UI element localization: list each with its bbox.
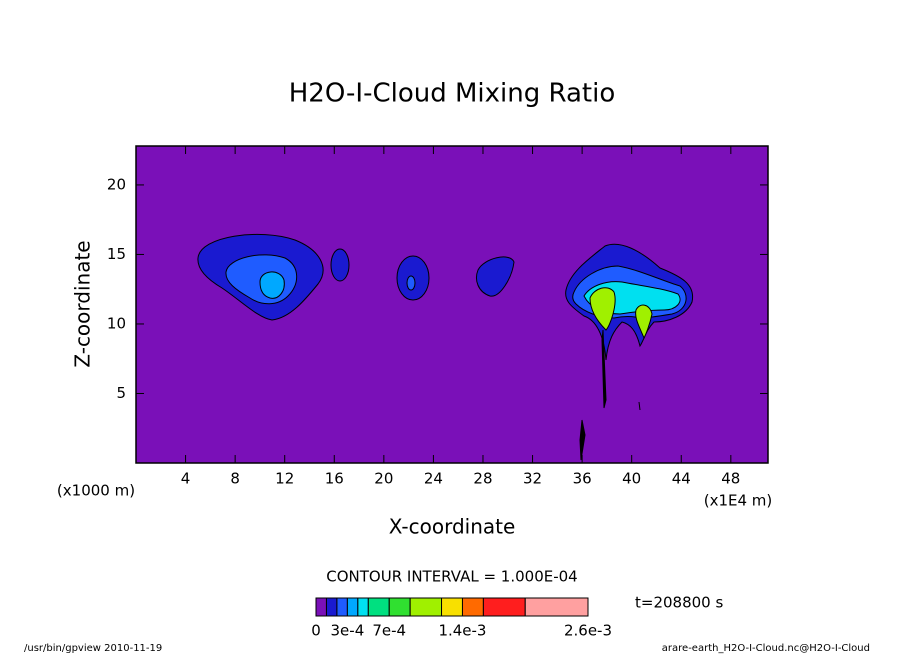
y-axis-label: Z-coordinate	[71, 240, 95, 367]
footer-right: arare-earth_H2O-I-Cloud.nc@H2O-I-Cloud	[662, 643, 870, 654]
contour	[579, 419, 586, 461]
colorbar-label: 0	[311, 622, 321, 640]
y-tick-label: 5	[116, 384, 126, 402]
contour	[635, 304, 653, 340]
x-tick-label: 48	[721, 470, 740, 488]
y-tick-label: 15	[107, 245, 126, 263]
contour	[330, 248, 350, 282]
colorbar-label: 1.4e-3	[438, 622, 486, 640]
y-tick-label: 10	[107, 314, 126, 332]
colorbar-label: 7e-4	[372, 622, 406, 640]
colorbar-segment	[346, 597, 359, 617]
x-tick-label: 40	[622, 470, 641, 488]
colorbar-segment	[367, 597, 390, 617]
x-tick-label: 44	[672, 470, 691, 488]
colorbar-label: 2.6e-3	[564, 622, 612, 640]
colorbar-segment	[482, 597, 526, 617]
x-tick-label: 28	[473, 470, 492, 488]
colorbar-segment	[357, 597, 369, 617]
chart-title: H2O-I-Cloud Mixing Ratio	[289, 79, 616, 109]
x-tick-label: 36	[573, 470, 592, 488]
contour	[589, 287, 616, 331]
time-label: t=208800 s	[635, 594, 723, 612]
colorbar-segment	[524, 597, 589, 617]
contour	[476, 256, 515, 297]
footer-left: /usr/bin/gpview 2010-11-19	[24, 643, 162, 654]
colorbar-segment	[336, 597, 348, 617]
contours	[197, 234, 694, 461]
x-tick-label: 8	[230, 470, 240, 488]
contour	[638, 401, 641, 411]
colorbar-segment	[388, 597, 411, 617]
contour	[601, 329, 607, 409]
colorbar-segment	[325, 597, 338, 617]
x-tick-label: 16	[325, 470, 344, 488]
plot-frame	[135, 145, 769, 464]
colorbar-segment	[441, 597, 463, 617]
y-unit: (x1000 m)	[57, 482, 135, 500]
x-unit: (x1E4 m)	[704, 492, 773, 510]
colorbar-segment	[409, 597, 443, 617]
colorbar-label: 3e-4	[331, 622, 365, 640]
contour-interval: CONTOUR INTERVAL = 1.000E-04	[326, 568, 577, 586]
x-tick-label: 32	[523, 470, 542, 488]
x-tick-label: 20	[374, 470, 393, 488]
x-axis-label: X-coordinate	[389, 515, 516, 539]
y-tick-label: 20	[107, 175, 126, 193]
x-tick-label: 24	[424, 470, 443, 488]
colorbar-segment	[461, 597, 484, 617]
contour	[259, 271, 285, 299]
x-tick-label: 4	[181, 470, 191, 488]
colorbar-segment	[315, 597, 327, 617]
contour	[406, 275, 416, 291]
x-tick-label: 12	[275, 470, 294, 488]
